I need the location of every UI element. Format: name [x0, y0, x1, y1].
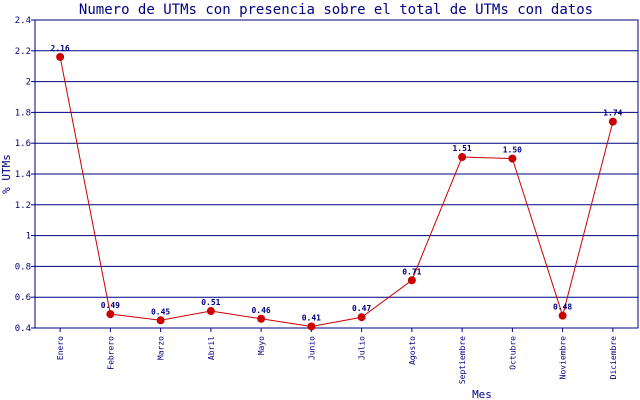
x-tick-label: Junio	[307, 336, 316, 360]
data-labels: 2.16 0.49 0.45 0.51 0.46 0.41 0.47 0.71 1.51 1.50…	[50, 44, 622, 322]
data-label: 0.45	[151, 307, 170, 316]
data-markers	[56, 52, 617, 331]
data-label: 1.74	[603, 109, 622, 118]
x-axis-label: Mes	[472, 388, 492, 400]
y-tick-label: 1.6	[15, 139, 31, 149]
y-tick-label: 2	[26, 78, 31, 88]
y-tick-label: 1.4	[15, 170, 31, 180]
data-label: 1.50	[503, 146, 522, 155]
x-tick-label: Febrero	[106, 336, 115, 370]
data-point	[257, 314, 266, 323]
y-tick-label: 1.8	[15, 108, 31, 118]
y-axis-ticks: 0.4 0.6 0.8 1 1.2 1.4 1.6 1.8 2 2.2 2.4	[15, 16, 35, 334]
y-tick-label: 1	[26, 232, 31, 242]
data-label: 0.51	[201, 298, 220, 307]
data-point	[608, 117, 617, 126]
x-tick-label: Julio	[358, 336, 367, 360]
x-tick-label: Abril	[207, 336, 216, 360]
data-point	[156, 316, 165, 325]
data-label: 0.49	[101, 301, 120, 310]
y-tick-label: 0.8	[15, 262, 31, 272]
x-axis-ticks: Enero Febrero Marzo Abril Mayo Junio Julio Agos…	[56, 328, 618, 384]
x-tick-label: Diciembre	[609, 336, 618, 380]
data-label: 0.71	[402, 267, 421, 276]
data-point	[508, 154, 517, 163]
data-point	[407, 276, 416, 285]
y-tick-label: 2.4	[15, 16, 31, 26]
data-point	[106, 310, 115, 319]
data-point	[357, 313, 366, 322]
data-label: 0.48	[553, 303, 572, 312]
x-tick-label: Noviembre	[559, 336, 568, 380]
chart-title: Numero de UTMs con presencia sobre el to…	[79, 2, 593, 18]
data-point	[458, 153, 467, 162]
data-label: 0.46	[251, 306, 270, 315]
data-point	[307, 322, 316, 331]
data-label: 2.16	[50, 44, 69, 53]
y-tick-label: 0.4	[15, 324, 31, 334]
x-tick-label: Mayo	[257, 336, 266, 355]
y-tick-label: 2.2	[15, 47, 31, 57]
x-tick-label: Septiembre	[458, 336, 467, 384]
x-tick-label: Marzo	[157, 336, 166, 360]
data-point	[206, 307, 215, 316]
data-point	[56, 52, 65, 61]
series-line	[59, 56, 614, 327]
data-label: 1.51	[452, 144, 471, 153]
grid-lines	[35, 19, 638, 329]
y-axis-label: % UTMs	[0, 154, 13, 194]
y-tick-label: 0.6	[15, 293, 31, 303]
data-label: 0.47	[352, 304, 371, 313]
y-tick-label: 1.2	[15, 201, 31, 211]
data-point	[558, 311, 567, 320]
x-tick-label: Enero	[56, 336, 65, 360]
data-label: 0.41	[302, 313, 321, 322]
x-tick-label: Agosto	[408, 336, 417, 365]
x-tick-label: Octubre	[508, 336, 517, 370]
